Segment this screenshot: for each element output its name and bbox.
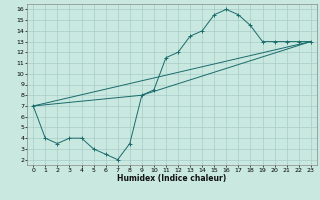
X-axis label: Humidex (Indice chaleur): Humidex (Indice chaleur) <box>117 174 227 183</box>
